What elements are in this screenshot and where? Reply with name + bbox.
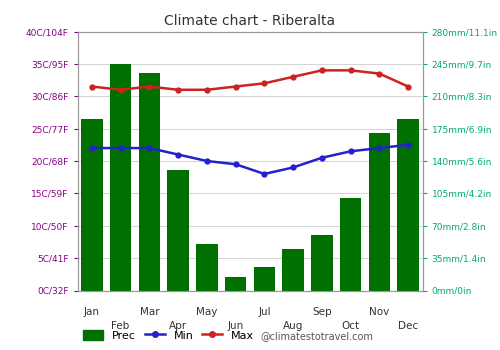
Text: May: May xyxy=(196,307,218,317)
Text: Apr: Apr xyxy=(169,321,187,331)
Bar xyxy=(282,249,304,290)
Text: Feb: Feb xyxy=(112,321,130,331)
Text: Jun: Jun xyxy=(228,321,244,331)
Text: Mar: Mar xyxy=(140,307,159,317)
Title: Climate chart - Riberalta: Climate chart - Riberalta xyxy=(164,14,336,28)
Text: Dec: Dec xyxy=(398,321,418,331)
Text: @climatestotravel.com: @climatestotravel.com xyxy=(260,331,373,341)
Bar xyxy=(196,244,218,290)
Bar xyxy=(340,198,361,290)
Bar xyxy=(254,267,275,290)
Bar xyxy=(138,73,160,290)
Bar xyxy=(311,235,332,290)
Bar xyxy=(81,119,102,290)
Legend: Prec, Min, Max: Prec, Min, Max xyxy=(83,330,254,341)
Text: Oct: Oct xyxy=(342,321,359,331)
Text: Jan: Jan xyxy=(84,307,100,317)
Bar xyxy=(110,64,132,290)
Text: Sep: Sep xyxy=(312,307,332,317)
Bar xyxy=(398,119,419,290)
Bar xyxy=(368,133,390,290)
Bar xyxy=(225,276,246,290)
Text: Aug: Aug xyxy=(283,321,304,331)
Text: Nov: Nov xyxy=(369,307,390,317)
Text: Jul: Jul xyxy=(258,307,270,317)
Bar xyxy=(168,170,189,290)
